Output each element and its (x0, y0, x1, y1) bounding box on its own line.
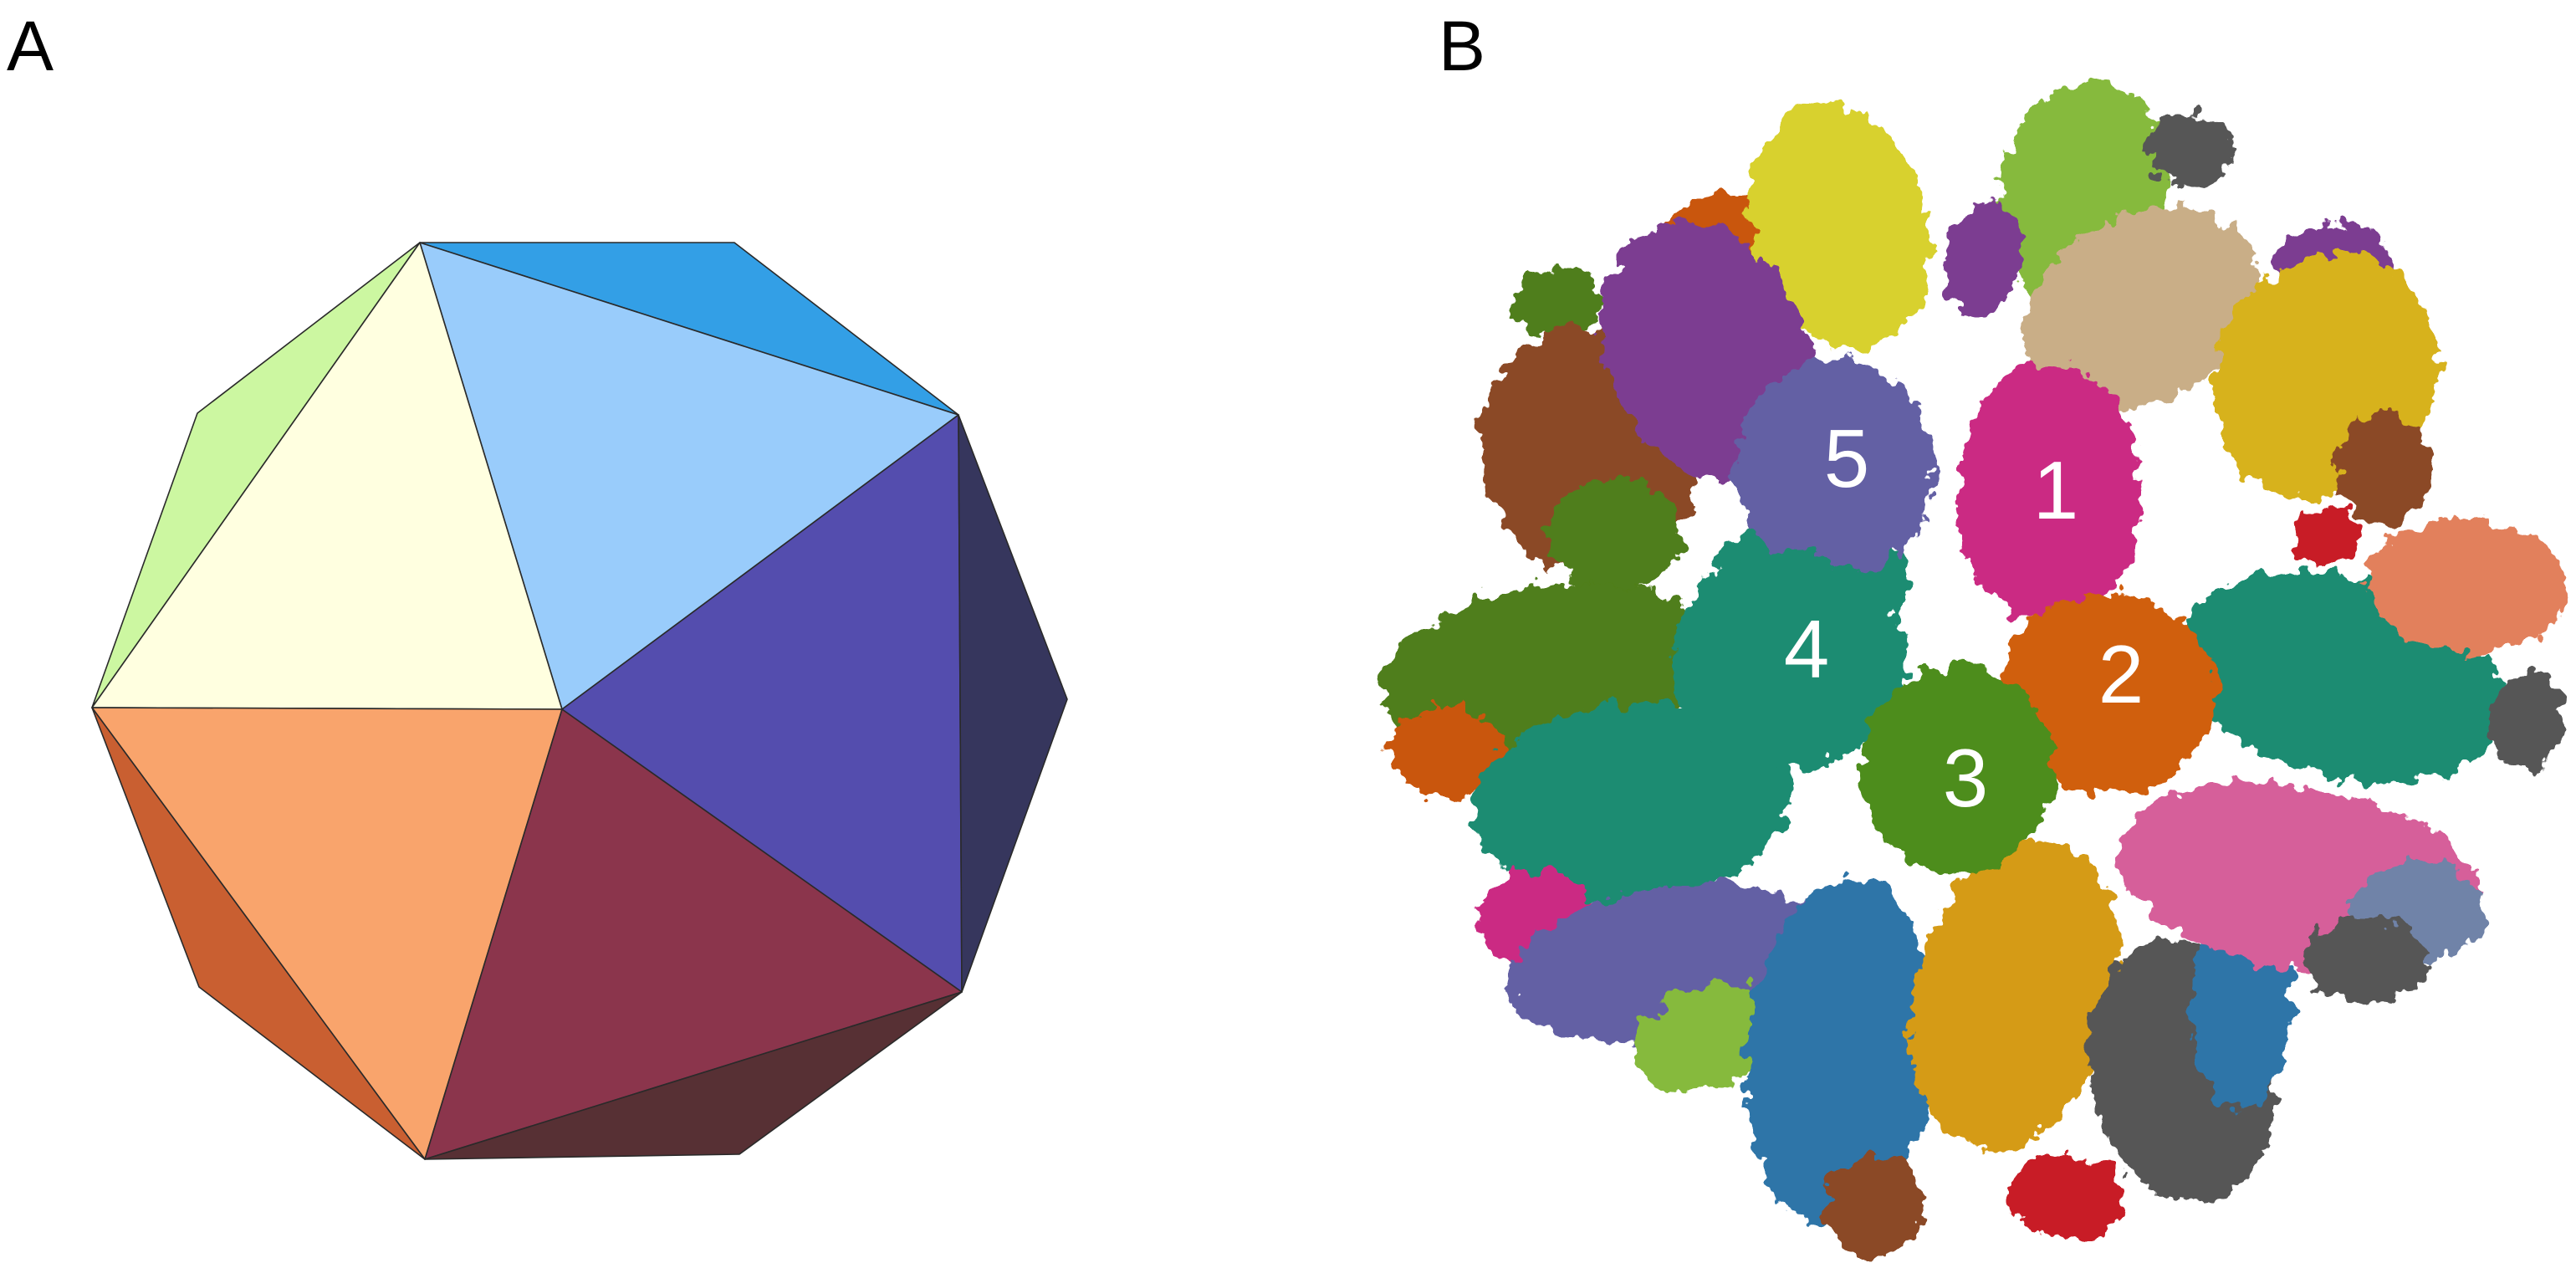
icosahedron (91, 242, 1068, 1160)
capsid-subunit-yellow-top (1749, 102, 1931, 350)
capsid-subunit-subunit-4 (1673, 552, 1907, 770)
capsid-subunit-amber-bottom (1910, 839, 2121, 1152)
panel-letter-b: B (1439, 7, 1485, 85)
capsid-subunit-tan-top (2022, 207, 2260, 412)
capsid-subunit-gray-right-lower (2304, 920, 2430, 1004)
capsid (1382, 79, 2568, 1255)
capsid-subunit-subunit-1 (1957, 364, 2141, 623)
subunit-label-1: 1 (2033, 444, 2079, 536)
capsid-subunit-blue-bottom (1746, 878, 1934, 1230)
subunit-label-3: 3 (1943, 732, 1989, 824)
capsid-subunit-olive-left-upper (1547, 477, 1681, 594)
subunit-label-5: 5 (1824, 412, 1870, 504)
capsid-subunit-orange-left (1388, 707, 1505, 799)
capsid-subunit-brown-bottom (1823, 1154, 1924, 1255)
capsid-subunit-brown-right (2338, 410, 2430, 527)
capsid-subunit-purple-top-small (1944, 201, 2021, 318)
capsid-subunit-subunit-3 (1861, 665, 2053, 874)
capsid-subunit-salmon-right (2367, 518, 2568, 653)
capsid-subunit-subunit-5 (1735, 360, 1936, 577)
capsid-subunit-green-back (1510, 268, 1602, 335)
capsid-subunit-red-right (2292, 506, 2359, 565)
subunit-label-4: 4 (1784, 603, 1830, 695)
face-bottom-edge (424, 991, 963, 1160)
face-right-edge (958, 414, 1068, 993)
capsid-subunit-lime-bottom-left (1633, 983, 1780, 1092)
capsid-subunit-gray-top (2149, 113, 2233, 188)
panel-letter-a: A (7, 7, 54, 85)
capsid-subunit-subunit-2 (1999, 594, 2216, 795)
capsid-subunit-teal-left (1472, 702, 1790, 904)
capsid-labels: 1 2 3 4 5 (1784, 412, 2144, 824)
face-lower-left-edge (91, 707, 426, 1160)
capsid-subunit-red-bottom (2007, 1154, 2124, 1238)
subunit-label-2: 2 (2098, 628, 2144, 720)
capsid-subunit-gray-right (2488, 669, 2563, 770)
